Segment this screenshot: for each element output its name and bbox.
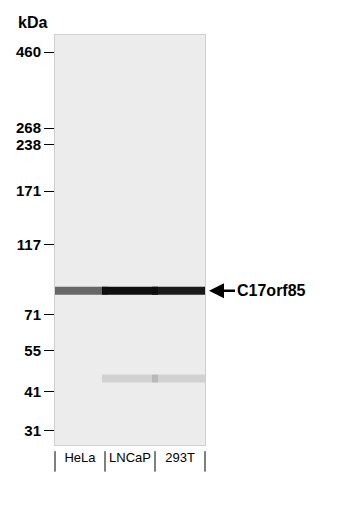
svg-text:31: 31 [24,422,41,439]
svg-text:293T: 293T [165,450,195,465]
svg-text:55: 55 [24,342,41,359]
svg-text:117: 117 [17,236,41,253]
svg-text:kDa: kDa [18,14,47,31]
svg-text:460: 460 [16,43,41,60]
svg-text:C17orf85: C17orf85 [237,282,306,299]
svg-text:41: 41 [24,383,41,400]
svg-text:LNCaP: LNCaP [109,450,151,465]
svg-text:268: 268 [16,119,41,136]
svg-text:171: 171 [16,182,41,199]
svg-text:HeLa: HeLa [64,450,96,465]
svg-text:238: 238 [16,136,41,153]
svg-text:71: 71 [24,306,41,323]
